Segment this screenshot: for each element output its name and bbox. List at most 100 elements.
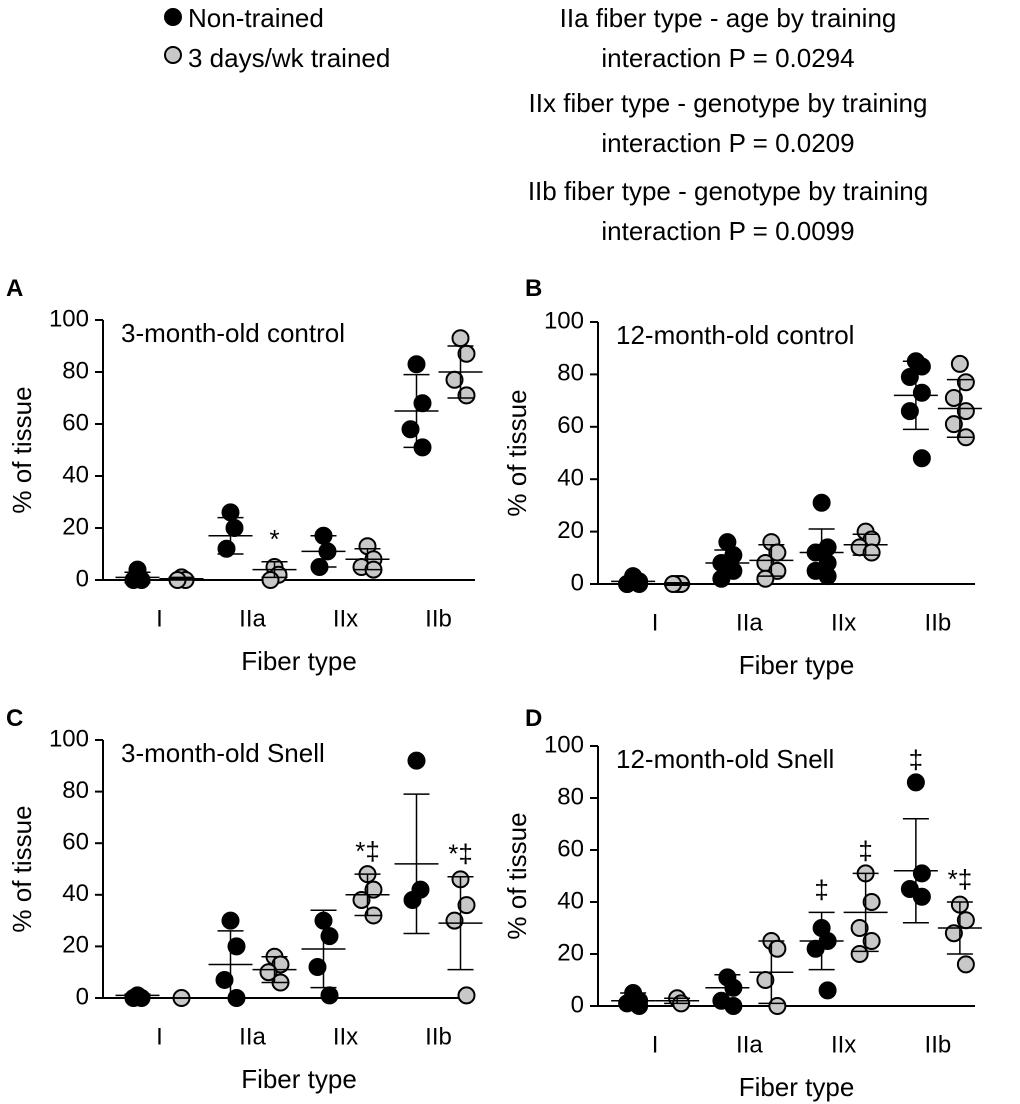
y-tick-label: 20 xyxy=(62,932,89,959)
y-axis-label: % of tissue xyxy=(7,386,37,513)
data-point xyxy=(445,911,464,930)
y-tick-label: 100 xyxy=(544,307,584,334)
data-point xyxy=(818,981,837,1000)
x-tick-label: IIa xyxy=(239,605,266,632)
data-point xyxy=(215,970,234,989)
data-point xyxy=(944,415,963,434)
y-axis-label: % of tissue xyxy=(502,389,532,516)
data-point xyxy=(457,986,476,1005)
data-point xyxy=(225,519,244,537)
data-point xyxy=(912,383,931,402)
significance-mark: * xyxy=(269,524,279,554)
significance-mark: *‡ xyxy=(355,836,380,866)
data-point xyxy=(403,890,422,909)
y-tick-label: 40 xyxy=(557,887,584,914)
data-point xyxy=(457,896,476,915)
data-point xyxy=(906,773,925,792)
x-tick-label: IIb xyxy=(925,1031,952,1058)
significance-mark: *‡ xyxy=(448,839,473,869)
annotation: IIb fiber type - genotype by training xyxy=(528,176,928,206)
y-tick-label: 0 xyxy=(76,565,89,592)
x-tick-label: IIa xyxy=(239,1023,266,1050)
x-axis-label: Fiber type xyxy=(241,1064,357,1094)
x-tick-label: IIx xyxy=(333,605,358,632)
y-tick-label: 60 xyxy=(557,835,584,862)
data-point xyxy=(712,569,731,588)
x-tick-label: IIb xyxy=(925,609,952,636)
y-tick-label: 40 xyxy=(62,461,89,488)
data-point xyxy=(850,919,869,937)
y-tick-label: 0 xyxy=(76,983,89,1010)
y-tick-label: 100 xyxy=(544,731,584,758)
chart-title: 3-month-old control xyxy=(121,318,345,348)
data-point xyxy=(724,997,743,1015)
x-tick-label: IIx xyxy=(831,1031,856,1058)
data-point xyxy=(124,571,143,589)
x-tick-label: IIb xyxy=(425,605,452,632)
x-tick-label: I xyxy=(156,605,163,632)
annotation: interaction P = 0.0294 xyxy=(601,43,854,73)
significance-mark: ‡ xyxy=(858,835,872,865)
significance-mark: ‡ xyxy=(814,874,828,904)
legend-label: Non-trained xyxy=(188,3,324,33)
data-point xyxy=(900,402,919,421)
y-tick-label: 60 xyxy=(62,829,89,856)
x-tick-label: IIb xyxy=(425,1023,452,1050)
data-point xyxy=(407,751,426,770)
data-point xyxy=(900,368,919,387)
data-point xyxy=(912,449,931,468)
data-point xyxy=(812,493,831,512)
chart-title: 12-month-old Snell xyxy=(616,744,834,774)
data-point xyxy=(320,986,339,1005)
y-tick-label: 0 xyxy=(571,991,584,1018)
data-point xyxy=(912,357,931,376)
data-point xyxy=(950,354,969,373)
y-tick-label: 20 xyxy=(557,939,584,966)
x-axis-label: Fiber type xyxy=(739,650,855,680)
data-point xyxy=(227,937,246,956)
chart-title: 3-month-old Snell xyxy=(121,738,325,768)
panel-label: A xyxy=(6,275,23,302)
y-axis-label: % of tissue xyxy=(7,805,37,932)
x-tick-label: IIx xyxy=(831,609,856,636)
data-point xyxy=(862,932,881,950)
data-point xyxy=(956,955,975,974)
data-point xyxy=(261,571,280,589)
y-tick-label: 0 xyxy=(571,569,584,596)
y-tick-label: 60 xyxy=(62,409,89,436)
legend-label: 3 days/wk trained xyxy=(188,43,390,73)
y-tick-label: 100 xyxy=(49,725,89,752)
y-tick-label: 80 xyxy=(557,783,584,810)
x-tick-label: I xyxy=(652,609,659,636)
y-tick-label: 40 xyxy=(62,880,89,907)
data-point xyxy=(944,388,963,407)
data-point xyxy=(308,958,327,977)
annotation: IIx fiber type - genotype by training xyxy=(529,88,928,118)
data-point xyxy=(944,924,963,943)
panel-label: D xyxy=(525,705,542,732)
annotation: interaction P = 0.0099 xyxy=(601,216,854,246)
data-point xyxy=(451,329,470,348)
data-point xyxy=(401,420,420,439)
data-point xyxy=(912,864,931,883)
y-tick-label: 20 xyxy=(62,513,89,540)
legend-swatch xyxy=(164,8,182,26)
y-tick-label: 100 xyxy=(49,305,89,332)
y-tick-label: 80 xyxy=(62,777,89,804)
y-tick-label: 60 xyxy=(557,412,584,439)
data-point xyxy=(912,887,931,906)
x-axis-label: Fiber type xyxy=(241,646,357,676)
annotation: interaction P = 0.0209 xyxy=(601,128,854,158)
data-point xyxy=(956,402,975,421)
data-point xyxy=(259,963,278,982)
data-point xyxy=(352,890,371,909)
x-axis-label: Fiber type xyxy=(739,1072,855,1102)
significance-mark: *‡ xyxy=(948,864,973,894)
annotation: IIa fiber type - age by training xyxy=(560,3,897,33)
panel-label: C xyxy=(6,705,23,732)
data-point xyxy=(364,880,383,899)
data-point xyxy=(862,893,881,911)
y-axis-label: % of tissue xyxy=(502,812,532,939)
data-point xyxy=(320,927,339,946)
